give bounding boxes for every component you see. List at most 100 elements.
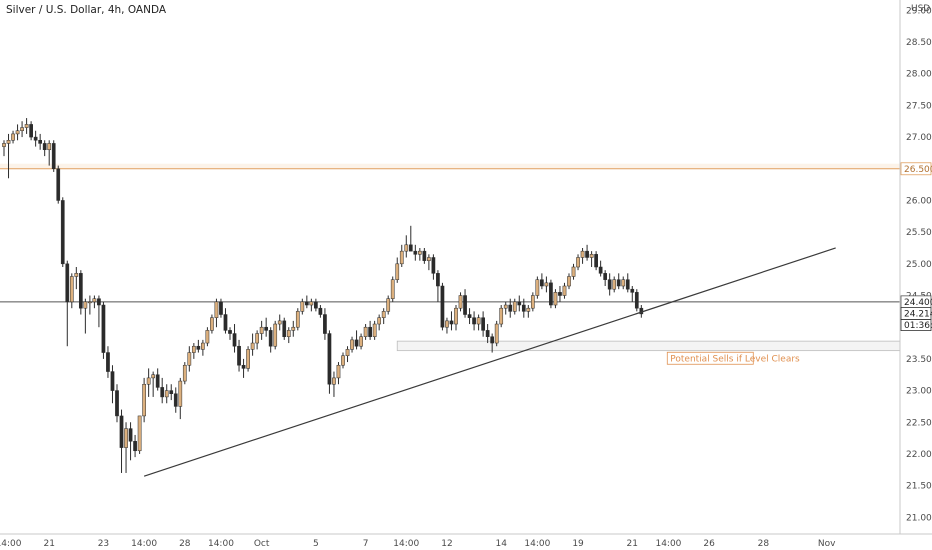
candle-body [427,257,431,261]
candle-body [368,326,372,337]
annotation-box [666,351,754,365]
candle-body [119,415,124,448]
candle-body [598,266,603,274]
price-tags: 26.50000 24.40000 24.2147901:36:51 [900,162,932,331]
candle-body [69,276,74,303]
candle-body [558,292,562,296]
candle-body [517,301,522,306]
candle-body [241,364,246,369]
candle-body [33,136,38,141]
candle-body [567,276,571,287]
chart-title: Silver / U.S. Dollar, 4h, OANDA [6,4,167,16]
candle-body [255,333,259,344]
candle-body [42,143,47,151]
candle-body [350,339,354,350]
candle-body [250,342,255,350]
time-tick-label: 7 [363,539,369,549]
candle-body [232,333,237,347]
time-tick-label: 5 [313,539,319,549]
time-tick-label: 14:00 [524,539,550,549]
price-axis[interactable]: 21.00000 21.50000 22.00000 22.50000 23.00000… [906,6,932,523]
time-axis[interactable]: 14:00 21 23 14:00 28 14:00 Oct 5 7 14:00 12 14 14:00… [0,539,836,549]
price-tick-label: 28.50000 [906,38,932,48]
candle-body [65,263,70,303]
candle-body [282,320,287,337]
candle-body [612,279,617,290]
annotation-text: Potential Sells if Level Clears [670,354,800,364]
candle-body [60,200,65,265]
candle-body [6,140,11,144]
candle-body [273,323,278,347]
candle-body [630,288,635,293]
candle-body [115,390,119,417]
candle-body [359,336,363,347]
candle-body [101,304,106,353]
candle-body [449,320,454,325]
candle-body [20,127,24,131]
candle-body [472,317,476,325]
price-tick-label: 27.50000 [906,101,932,111]
sell-zone[interactable] [396,340,901,352]
support-trendline[interactable] [143,247,836,477]
candle-body [142,383,146,417]
time-tick-label: 14:00 [393,539,419,549]
candle-body [512,301,517,312]
candle-body [494,323,499,344]
candle-body [580,250,585,258]
candle-body [440,285,445,328]
candle-body [146,377,151,385]
candle-body [314,301,318,309]
candle-body [390,279,395,299]
candle-body [521,304,526,312]
candle-body [210,317,214,331]
price-tick-label: 22.50000 [906,418,932,428]
candle-body [327,333,332,385]
candle-body [291,326,296,331]
candle-body [47,143,52,151]
candle-body [530,295,535,309]
time-tick-label: 26 [703,539,715,549]
candle-body [56,168,61,201]
candle-body [395,263,400,280]
candle-body [363,326,368,337]
candle-body [503,304,508,309]
candle-body [621,279,626,287]
candle-body [458,295,463,309]
annotation: Potential Sells if Level Clears [666,351,800,365]
candle-body [413,250,418,255]
candle-body [38,140,43,144]
candle-body [544,282,549,287]
candle-body [137,415,142,452]
candle-body [372,323,377,337]
candle-body [436,273,440,287]
last-price-tag: 24.21479 [904,310,932,320]
candle-body [540,279,544,287]
candle-body [83,301,88,309]
candle-body [463,295,467,315]
trendline[interactable] [143,247,836,477]
candle-body [616,279,621,287]
candle-body [110,371,115,391]
price-tick-label: 21.50000 [906,482,932,492]
candle-body [205,330,210,344]
candle-body [585,250,589,258]
candle-body [92,298,97,303]
candle-body [246,349,250,369]
candle-body [191,345,196,353]
candle-body [336,364,341,379]
candle-body [499,307,504,325]
candle-body [549,282,553,306]
candle-body [485,330,490,337]
countdown-bg [900,319,932,331]
price-tick-label: 27.00000 [906,133,932,143]
candle-body [431,257,436,274]
candle-body [88,301,92,304]
candle-body [178,380,183,407]
candle-body [173,393,178,407]
candle-body [15,130,20,135]
candle-body [151,374,156,379]
candle-body [332,377,336,385]
candle-body [318,307,323,315]
candle-body [454,307,458,325]
